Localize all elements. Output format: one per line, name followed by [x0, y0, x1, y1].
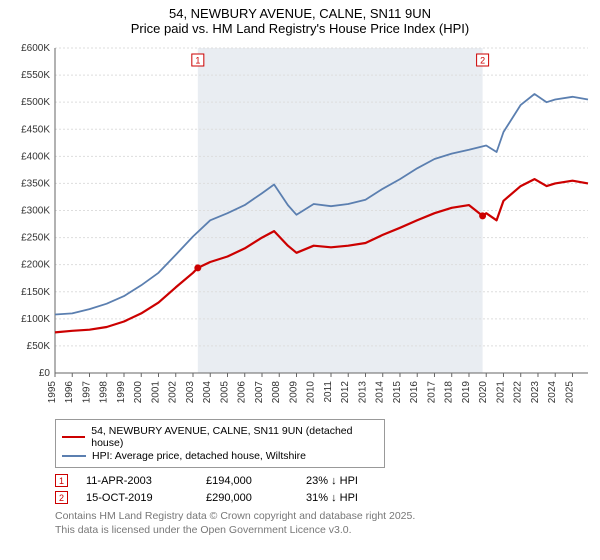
svg-text:2025: 2025 [564, 381, 575, 404]
svg-text:2024: 2024 [547, 381, 558, 404]
svg-text:£450K: £450K [21, 124, 50, 135]
svg-text:2005: 2005 [219, 381, 230, 404]
svg-text:2007: 2007 [254, 381, 265, 404]
svg-text:1: 1 [195, 56, 200, 66]
sale-marker-icon: 1 [55, 474, 68, 487]
svg-text:1997: 1997 [81, 381, 92, 404]
svg-text:2006: 2006 [237, 381, 248, 404]
svg-text:2004: 2004 [202, 381, 213, 404]
svg-text:2019: 2019 [461, 381, 472, 404]
svg-text:2008: 2008 [271, 381, 282, 404]
svg-text:£50K: £50K [27, 341, 51, 352]
svg-text:£550K: £550K [21, 70, 50, 81]
svg-text:2010: 2010 [306, 381, 317, 404]
sale-delta: 23% ↓ HPI [306, 475, 396, 487]
svg-text:2012: 2012 [340, 381, 351, 404]
svg-text:£150K: £150K [21, 287, 50, 298]
svg-text:£200K: £200K [21, 260, 50, 271]
sale-row: 2 15-OCT-2019 £290,000 31% ↓ HPI [55, 491, 600, 504]
svg-text:2014: 2014 [375, 381, 386, 404]
svg-text:2002: 2002 [168, 381, 179, 404]
svg-text:1998: 1998 [99, 381, 110, 404]
chart-title-block: 54, NEWBURY AVENUE, CALNE, SN11 9UN Pric… [0, 0, 600, 40]
sale-marker-icon: 2 [55, 491, 68, 504]
svg-text:2015: 2015 [392, 381, 403, 404]
svg-text:2016: 2016 [409, 381, 420, 404]
sales-table: 1 11-APR-2003 £194,000 23% ↓ HPI 2 15-OC… [55, 474, 600, 504]
chart-area: £0 £50K £100K £150K £200K £250K £300K £350K £400… [0, 40, 600, 415]
footer-line2: This data is licensed under the Open Gov… [55, 524, 600, 538]
svg-text:2003: 2003 [185, 381, 196, 404]
svg-text:2011: 2011 [323, 381, 334, 403]
chart-title-subtitle: Price paid vs. HM Land Registry's House … [0, 21, 600, 36]
sale-row: 1 11-APR-2003 £194,000 23% ↓ HPI [55, 474, 600, 487]
svg-text:1995: 1995 [47, 381, 58, 404]
legend-label-price-paid: 54, NEWBURY AVENUE, CALNE, SN11 9UN (det… [91, 425, 378, 449]
svg-text:2000: 2000 [133, 381, 144, 404]
sale-date: 11-APR-2003 [86, 475, 206, 487]
footer-attribution: Contains HM Land Registry data © Crown c… [55, 510, 600, 537]
legend-row-price-paid: 54, NEWBURY AVENUE, CALNE, SN11 9UN (det… [62, 425, 378, 449]
svg-text:£300K: £300K [21, 206, 50, 217]
sale-date: 15-OCT-2019 [86, 492, 206, 504]
svg-text:£0: £0 [39, 368, 51, 379]
legend-row-hpi: HPI: Average price, detached house, Wilt… [62, 450, 378, 462]
sale-delta: 31% ↓ HPI [306, 492, 396, 504]
svg-text:1996: 1996 [64, 381, 75, 404]
sale-price: £290,000 [206, 492, 306, 504]
svg-text:£350K: £350K [21, 178, 50, 189]
svg-text:£250K: £250K [21, 233, 50, 244]
svg-text:2022: 2022 [513, 381, 524, 404]
legend-swatch-price-paid [62, 436, 85, 438]
svg-text:£100K: £100K [21, 314, 50, 325]
line-chart: £0 £50K £100K £150K £200K £250K £300K £350K £400… [0, 40, 600, 415]
svg-text:2: 2 [480, 56, 485, 66]
footer-line1: Contains HM Land Registry data © Crown c… [55, 510, 600, 524]
chart-title-address: 54, NEWBURY AVENUE, CALNE, SN11 9UN [0, 6, 600, 21]
svg-text:2021: 2021 [495, 381, 506, 404]
svg-text:2017: 2017 [426, 381, 437, 404]
sale-price: £194,000 [206, 475, 306, 487]
legend: 54, NEWBURY AVENUE, CALNE, SN11 9UN (det… [55, 419, 385, 468]
svg-text:2020: 2020 [478, 381, 489, 404]
legend-swatch-hpi [62, 455, 86, 457]
svg-text:2013: 2013 [357, 381, 368, 404]
svg-text:2023: 2023 [530, 381, 541, 404]
svg-text:2001: 2001 [150, 381, 161, 404]
svg-text:£600K: £600K [21, 43, 50, 54]
svg-text:1999: 1999 [116, 381, 127, 404]
svg-text:2009: 2009 [288, 381, 299, 404]
svg-text:2018: 2018 [444, 381, 455, 404]
svg-text:£500K: £500K [21, 97, 50, 108]
svg-text:£400K: £400K [21, 151, 50, 162]
legend-label-hpi: HPI: Average price, detached house, Wilt… [92, 450, 306, 462]
